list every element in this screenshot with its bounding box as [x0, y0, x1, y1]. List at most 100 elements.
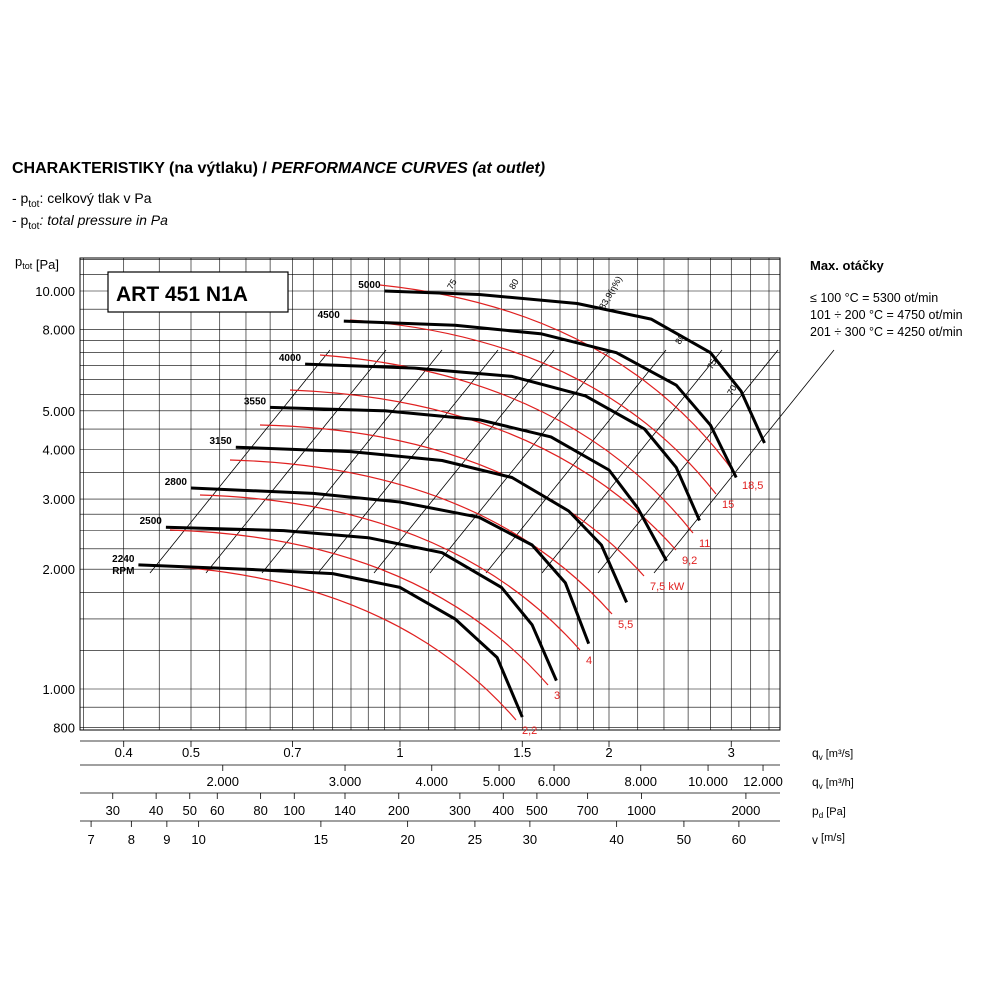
system-line [485, 349, 667, 574]
axis-label: v [m/s] [812, 832, 845, 847]
page-title: CHARAKTERISTIKY (na výtlaku) / PERFORMAN… [12, 160, 546, 177]
axis-tick-label: 4.000 [415, 774, 448, 789]
power-curve [289, 389, 677, 551]
axis-tick-label: 10.000 [688, 774, 728, 789]
axis-tick-label: 300 [449, 803, 471, 818]
power-curve [379, 284, 737, 476]
legend-line-cz: - ptot: celkový tlak v Pa [12, 190, 152, 210]
max-speed-line: 101 ÷ 200 °C = 4750 ot/min [810, 308, 963, 322]
axis-tick-label: 50 [677, 832, 691, 847]
power-label: 2,2 [522, 725, 537, 737]
efficiency-label: 70 [725, 383, 739, 397]
axis-tick-label: 0.7 [283, 745, 301, 760]
rpm-label: 5000 [358, 280, 381, 291]
axis-tick-label: 0.4 [115, 745, 133, 760]
efficiency-label: 75 [445, 277, 459, 291]
axis-tick-label: 6.000 [538, 774, 571, 789]
axis-tick-label: 20 [400, 832, 414, 847]
power-curve [169, 529, 549, 686]
system-line [149, 349, 331, 574]
efficiency-label: 75 [705, 357, 719, 371]
fan-curve [384, 289, 766, 444]
max-speed-line: 201 ÷ 300 °C = 4250 ot/min [810, 325, 963, 339]
fan-curve [190, 486, 591, 645]
axis-tick-label: 60 [210, 803, 224, 818]
rpm-label: 4000 [279, 353, 302, 364]
power-curve [259, 424, 645, 577]
max-speed-line: ≤ 100 °C = 5300 ot/min [810, 291, 939, 305]
power-curve [139, 564, 517, 721]
rpm-label: 3550 [244, 396, 267, 407]
axis-tick-label: 3.000 [329, 774, 362, 789]
power-label: 5,5 [618, 619, 633, 631]
axis-tick-label: 1.5 [513, 745, 531, 760]
axis-tick-label: 1000 [627, 803, 656, 818]
axis-tick-label: 2 [605, 745, 612, 760]
max-speed-heading: Max. otáčky [810, 258, 884, 273]
rpm-label: 2500 [140, 516, 163, 527]
y-tick-label: 800 [53, 721, 75, 736]
power-label: 15 [722, 499, 734, 511]
power-curve [229, 459, 613, 615]
model-label: ART 451 N1A [116, 283, 248, 306]
axis-tick-label: 40 [609, 832, 623, 847]
axis-tick-label: 3 [728, 745, 735, 760]
rpm-label: 2800 [165, 477, 188, 488]
system-line [205, 349, 387, 574]
axis-tick-label: 2000 [731, 803, 760, 818]
power-label: 11 [699, 538, 710, 550]
axis-tick-label: 5.000 [483, 774, 516, 789]
fan-curve [235, 445, 628, 604]
axis-tick-label: 8 [128, 832, 135, 847]
axis-tick-label: 200 [388, 803, 410, 818]
axis-tick-label: 100 [283, 803, 305, 818]
axis-tick-label: 30 [106, 803, 120, 818]
axis-tick-label: 30 [523, 832, 537, 847]
axis-tick-label: 140 [334, 803, 356, 818]
system-line [429, 349, 611, 574]
axis-tick-label: 50 [183, 803, 197, 818]
power-curve [319, 354, 694, 534]
y-tick-label: 1.000 [42, 682, 75, 697]
axis-tick-label: 700 [577, 803, 599, 818]
power-label: 18,5 [742, 480, 763, 492]
fan-curve [305, 362, 701, 522]
axis-tick-label: 8.000 [624, 774, 657, 789]
axis-label: pd [Pa] [812, 804, 846, 820]
axis-tick-label: 12.000 [743, 774, 783, 789]
y-tick-label: 8.000 [42, 323, 75, 338]
fan-curve [165, 525, 558, 682]
rpm-label: 2240 [112, 554, 135, 565]
system-line [373, 349, 555, 574]
power-label: 9,2 [682, 555, 697, 567]
fan-curve [138, 563, 524, 718]
max-speed-box: Max. otáčky ≤ 100 °C = 5300 ot/min 101 ÷… [810, 257, 963, 341]
y-tick-label: 10.000 [35, 284, 75, 299]
power-curve [349, 319, 717, 495]
y-tick-label: 2.000 [42, 562, 75, 577]
axis-label: qv [m³/h] [812, 775, 854, 791]
axis-tick-label: 9 [163, 832, 170, 847]
y-axis-label: ptot [Pa] [15, 254, 59, 272]
axis-tick-label: 60 [732, 832, 746, 847]
plot-frame [79, 257, 781, 731]
system-line [653, 349, 835, 574]
rpm-label: 4500 [318, 310, 341, 321]
efficiency-label: 83,9(η%) [597, 274, 624, 311]
y-tick-label: 5.000 [42, 404, 75, 419]
model-label-box [107, 271, 289, 313]
axis-tick-label: 25 [468, 832, 482, 847]
axis-tick-label: 7 [87, 832, 94, 847]
power-label: 4 [586, 655, 592, 667]
power-label: 3 [554, 690, 560, 702]
axis-tick-label: 40 [149, 803, 163, 818]
axis-label: qv [m³/s] [812, 746, 853, 762]
efficiency-label: 80 [507, 277, 521, 291]
rpm-unit-label: RPM [112, 566, 134, 577]
axis-tick-label: 80 [253, 803, 267, 818]
efficiency-label: 80 [673, 332, 687, 346]
plot-area [79, 257, 835, 731]
legend-line-en: - ptot: total pressure in Pa [12, 212, 168, 232]
fan-curve [343, 319, 738, 479]
power-label: 7,5 kW [650, 581, 685, 593]
